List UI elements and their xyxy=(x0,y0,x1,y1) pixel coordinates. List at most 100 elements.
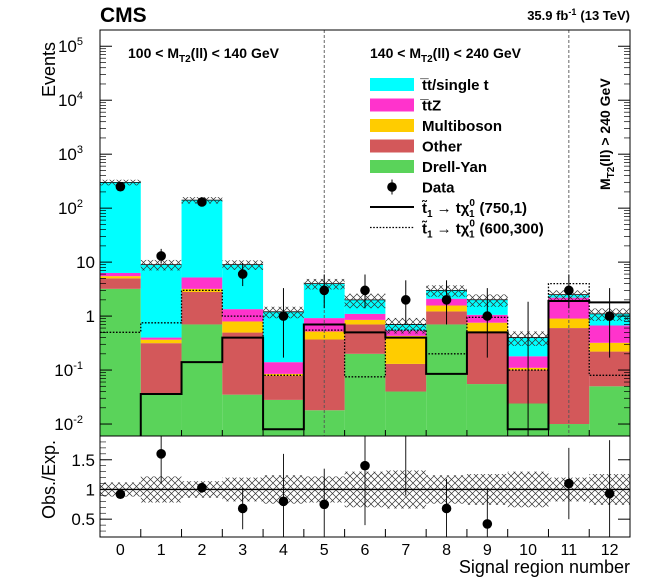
region-label-low: 100 < MT2(ll) < 140 GeV xyxy=(128,45,280,65)
ratio-tick-label-2: 1.5 xyxy=(71,451,95,470)
x-tick-label-3: 3 xyxy=(238,542,247,559)
x-tick-label-2: 2 xyxy=(197,542,206,559)
bar-drell-yan-12 xyxy=(589,386,630,436)
ratio-axis-title: Obs./Exp. xyxy=(39,440,59,519)
data-point-2 xyxy=(197,197,207,207)
uncertainty-band-1 xyxy=(140,259,182,271)
region-label-high: MT2(ll) > 240 GeV xyxy=(597,78,617,190)
bar-drell-yan-0 xyxy=(100,288,141,436)
ratio-tick-label-0: 0.5 xyxy=(71,510,95,529)
bar-drell-yan-1 xyxy=(140,394,182,436)
data-point-3 xyxy=(237,269,248,279)
legend-swatch-1 xyxy=(370,98,414,112)
region-label-high-a: M xyxy=(597,178,613,190)
bar-other-7 xyxy=(385,363,427,392)
ratio-point-6 xyxy=(360,460,370,471)
ratio-frame xyxy=(99,435,631,538)
data-point-5 xyxy=(319,285,330,296)
ratio-point-4 xyxy=(278,496,289,507)
bar-tt-single-t-1 xyxy=(140,264,182,338)
experiment-label: CMS xyxy=(100,4,147,27)
bar-other-4 xyxy=(263,375,304,400)
ratio-point-0 xyxy=(115,489,126,500)
ratio-tick-label-1: 1 xyxy=(86,480,95,499)
bar-drell-yan-5 xyxy=(303,410,345,436)
ratio-point-9 xyxy=(482,519,493,529)
x-axis-title: Signal region number xyxy=(459,557,630,577)
region-label-high-sub: T2 xyxy=(606,166,617,178)
bar-drell-yan-7 xyxy=(385,391,427,436)
x-tick-label-5: 5 xyxy=(320,542,329,559)
data-point-6 xyxy=(360,285,370,296)
x-tick-label-0: 0 xyxy=(116,542,125,559)
y-tick-label-0: 10-2 xyxy=(54,414,83,434)
bar-other-0 xyxy=(100,278,141,289)
ratio-point-3 xyxy=(237,503,248,514)
bar-drell-yan-6 xyxy=(344,353,386,436)
lumi-value: 35.9 fb xyxy=(527,8,568,23)
legend-label-4: Drell-Yan xyxy=(422,159,487,176)
stack-bars xyxy=(100,179,630,436)
bar-multiboson-0 xyxy=(100,276,141,279)
bar-drell-yan-8 xyxy=(426,324,467,436)
y-tick-label-base-6: 10 xyxy=(58,91,77,110)
legend-signal-decay-0: → tχ xyxy=(437,200,470,217)
data-point-11 xyxy=(564,285,574,296)
bar-multiboson-11 xyxy=(548,318,590,329)
bar-ttz-1 xyxy=(140,337,182,340)
bar-ttz-6 xyxy=(344,313,386,320)
legend-signal-chi-sub-1: 1 xyxy=(469,230,475,241)
legend-signal-label-1: t̃1 → tχ0 1 (600,300) xyxy=(422,219,544,241)
region-label-mid: 140 < MT2(ll) < 240 GeV xyxy=(370,45,522,65)
y-tick-label-5: 103 xyxy=(58,144,83,164)
region-label-low-sub: T2 xyxy=(179,54,191,65)
lumi-energy: (13 TeV) xyxy=(580,8,630,23)
y-tick-label-exp-1: -1 xyxy=(73,360,83,372)
y-tick-label-1: 10-1 xyxy=(54,360,83,380)
legend-data-marker xyxy=(387,182,397,192)
bar-multiboson-2 xyxy=(181,288,223,292)
data-point-7 xyxy=(400,295,411,305)
legend-label-2: Multiboson xyxy=(422,118,502,135)
y-tick-label-exp-4: 2 xyxy=(77,198,83,210)
legend-signal-stop-sub-0: 1 xyxy=(427,209,433,220)
ratio-panel: 0.511.50 1 2 3 4 5 6 7 8 9 10 11 12 xyxy=(71,435,631,559)
y-tick-label-base-0: 10 xyxy=(54,415,73,434)
ratio-content xyxy=(100,436,630,537)
signal-line-signal_750_1 xyxy=(139,300,630,436)
region-label-mid-sub: T2 xyxy=(421,54,433,65)
bar-drell-yan-4 xyxy=(263,399,304,436)
ratio-point-2 xyxy=(197,482,207,493)
ratio-point-5 xyxy=(319,499,330,510)
ratio-point-12 xyxy=(604,488,615,499)
y-tick-label-base-3: 10 xyxy=(76,253,95,272)
ratio-point-1 xyxy=(156,449,166,459)
x-tick-label-6: 6 xyxy=(361,542,370,559)
bar-multiboson-6 xyxy=(344,319,386,325)
y-tick-label-base-4: 10 xyxy=(58,199,77,218)
data-point-9 xyxy=(482,311,493,321)
bar-other-6 xyxy=(344,324,386,354)
x-tick-label-10: 10 xyxy=(519,542,537,559)
x-tick-label-11: 11 xyxy=(561,542,578,559)
luminosity-label: 35.9 fb-1 (13 TeV) xyxy=(527,7,630,23)
y-tick-label-exp-0: -2 xyxy=(73,414,83,426)
bar-tt-single-t-0 xyxy=(100,182,141,273)
bar-other-3 xyxy=(222,332,264,395)
legend-label-0: t̅t/single t xyxy=(419,77,488,94)
y-tick-label-base-2: 1 xyxy=(86,307,95,326)
legend-signal-params-1: (600,300) xyxy=(480,221,544,238)
bar-tt-single-t-2 xyxy=(181,200,223,278)
bar-drell-yan-2 xyxy=(181,324,223,436)
legend-swatch-4 xyxy=(370,160,414,173)
region-label-mid-b: (ll) < 240 GeV xyxy=(433,45,522,61)
bar-other-2 xyxy=(181,291,223,325)
ratio-point-8 xyxy=(441,503,452,514)
bar-drell-yan-3 xyxy=(222,394,264,436)
legend-label-1: t̅tZ xyxy=(419,98,441,115)
signal-line-signal_600_300 xyxy=(100,282,630,378)
legend-label-data: Data xyxy=(422,180,455,197)
legend-swatch-0 xyxy=(370,78,414,91)
ratio-point-11 xyxy=(564,478,574,489)
legend-signal-stop-1: t̃ xyxy=(422,220,428,237)
